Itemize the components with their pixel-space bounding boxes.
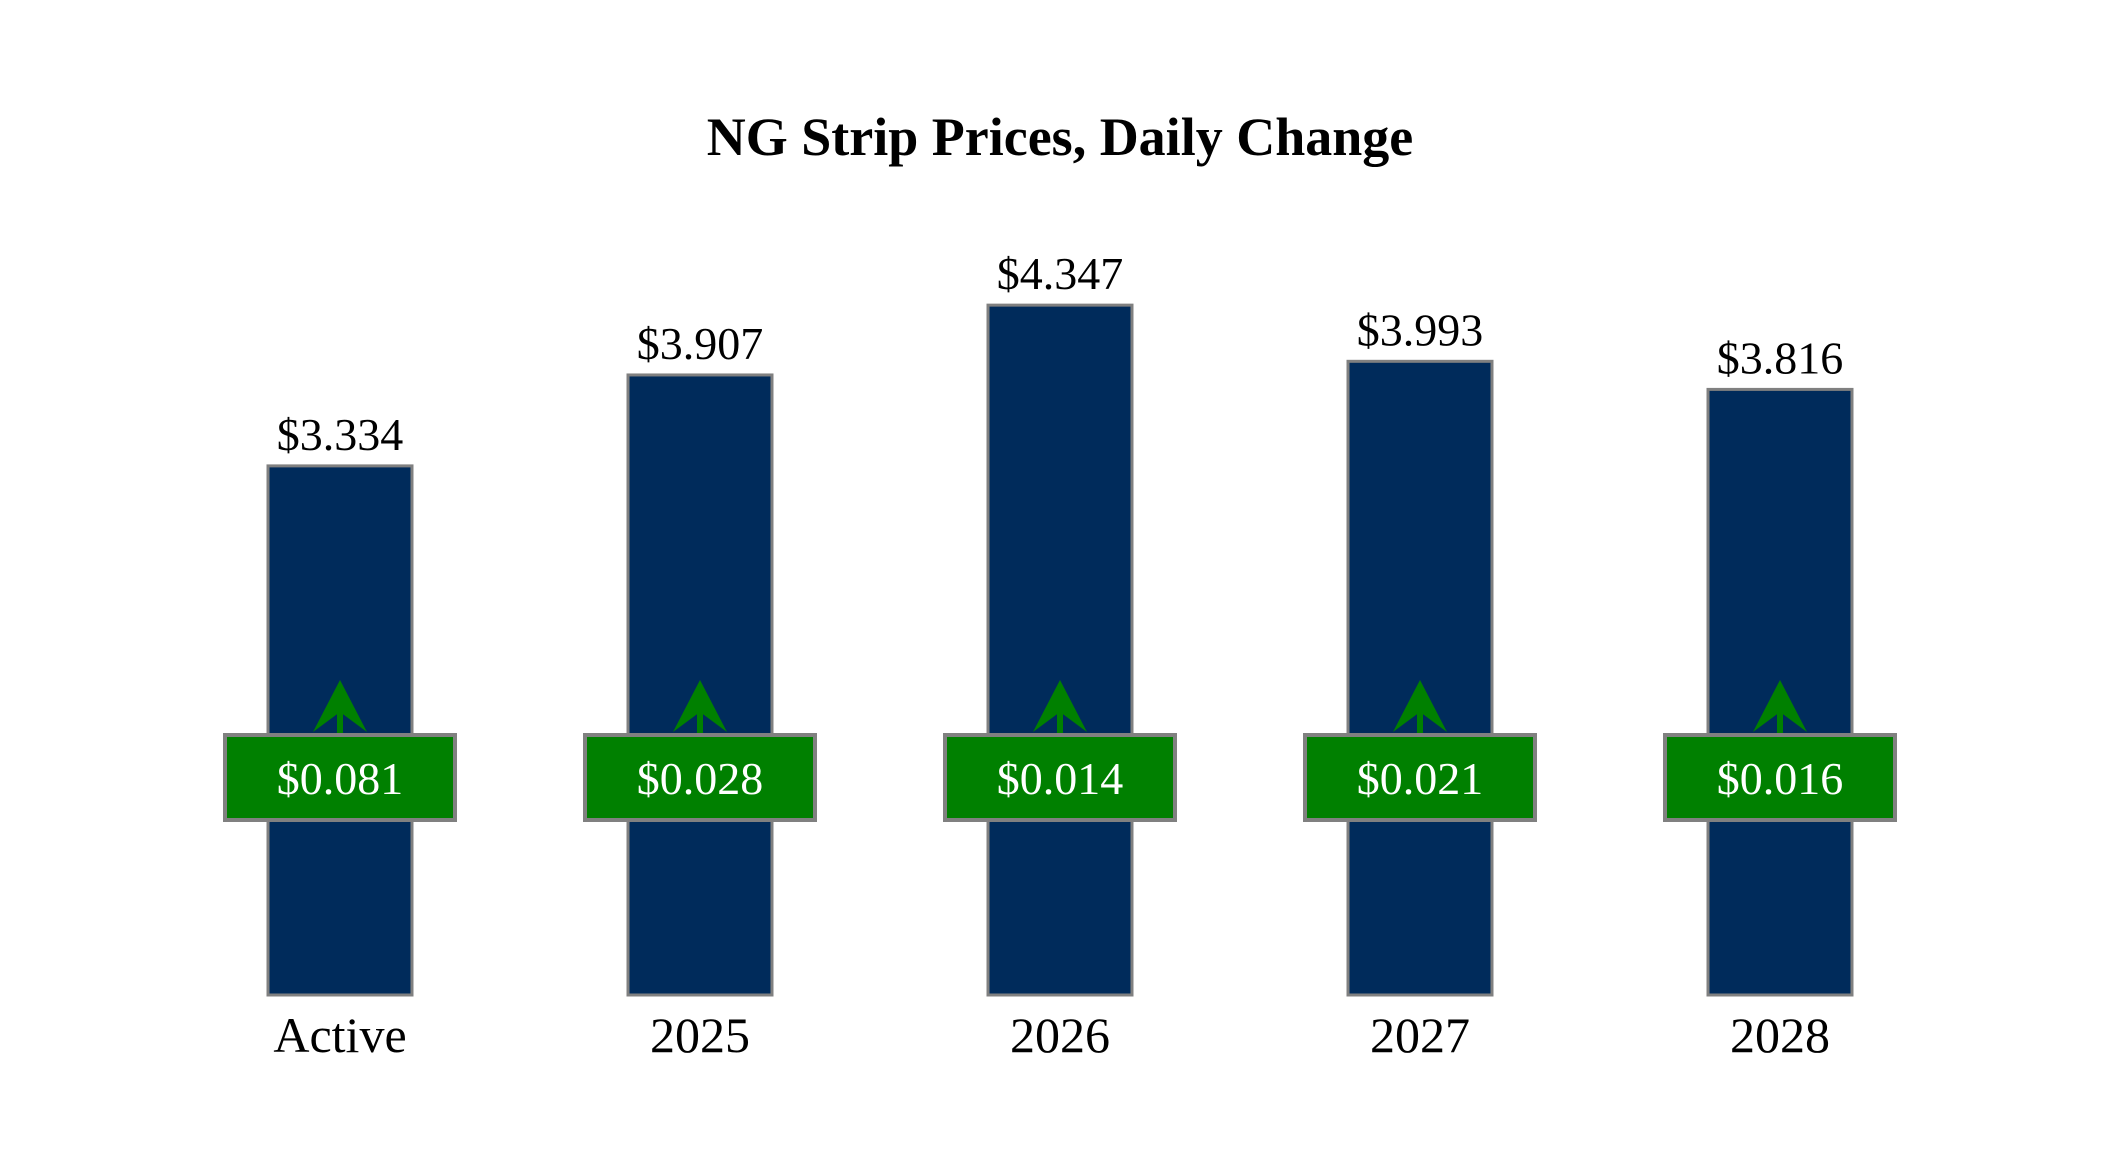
chart-title: NG Strip Prices, Daily Change bbox=[707, 107, 1413, 167]
change-box bbox=[583, 733, 817, 822]
change-box bbox=[1663, 733, 1897, 822]
category-label: 2025 bbox=[650, 1007, 750, 1063]
arrow-head-icon bbox=[1393, 680, 1447, 732]
category-label: 2028 bbox=[1730, 1007, 1830, 1063]
change-label: $0.021 bbox=[1357, 753, 1484, 804]
change-label: $0.081 bbox=[277, 753, 404, 804]
category-label: 2026 bbox=[1010, 1007, 1110, 1063]
arrow-head-icon bbox=[1033, 680, 1087, 732]
arrow-head-icon bbox=[1753, 680, 1807, 732]
arrow-head-icon bbox=[313, 680, 367, 732]
change-label: $0.014 bbox=[997, 753, 1124, 804]
category-label: 2027 bbox=[1370, 1007, 1470, 1063]
bar-value-label: $4.347 bbox=[997, 248, 1124, 299]
bar-value-label: $3.816 bbox=[1717, 332, 1844, 383]
category-label: Active bbox=[273, 1007, 406, 1063]
change-box bbox=[1303, 733, 1537, 822]
bar bbox=[1346, 359, 1494, 997]
arrow-head-icon bbox=[673, 680, 727, 732]
bar-value-label: $3.993 bbox=[1357, 304, 1484, 355]
bar bbox=[986, 303, 1134, 997]
change-label: $0.028 bbox=[637, 753, 764, 804]
change-box bbox=[223, 733, 457, 822]
bar-value-label: $3.907 bbox=[637, 318, 764, 369]
change-box bbox=[943, 733, 1177, 822]
bar-value-label: $3.334 bbox=[277, 409, 404, 460]
change-label: $0.016 bbox=[1717, 753, 1844, 804]
